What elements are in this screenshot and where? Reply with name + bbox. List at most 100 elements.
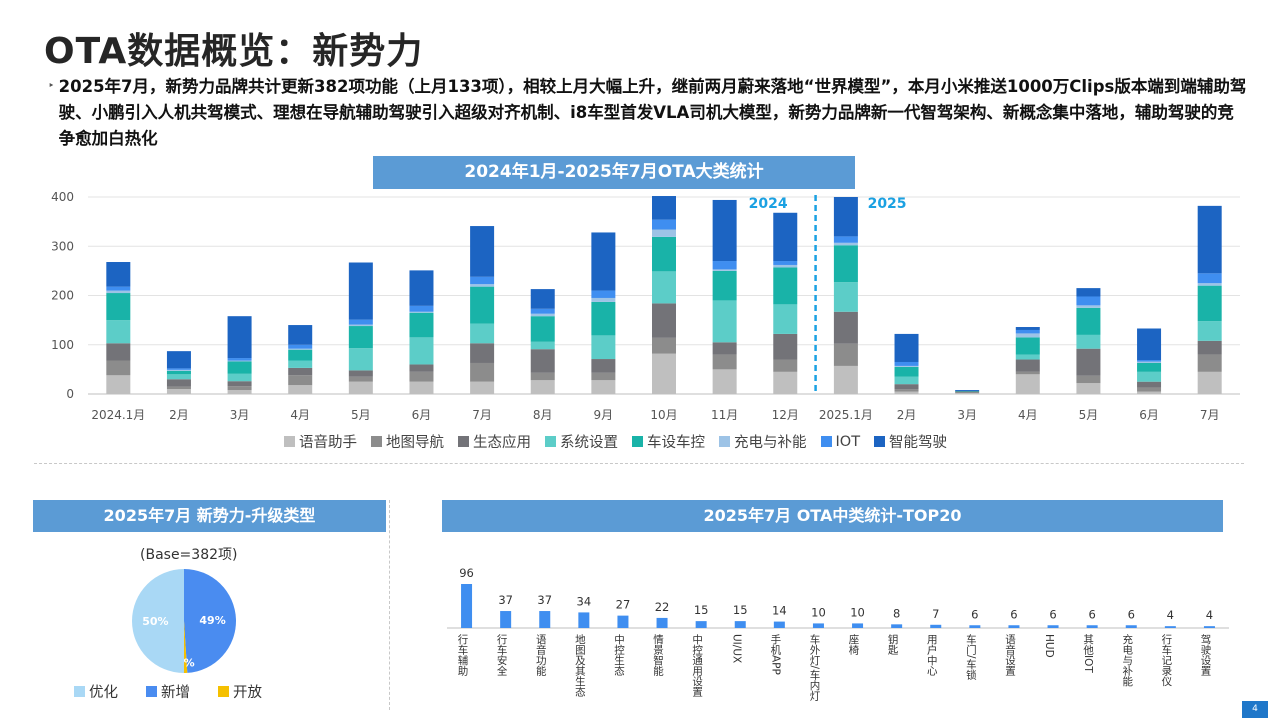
- pie-slice: [132, 569, 184, 673]
- bar-segment: [1015, 333, 1040, 338]
- bar-segment: [106, 286, 131, 291]
- bar-segment: [409, 311, 434, 313]
- legend-label: 充电与补能: [734, 435, 807, 451]
- bar-segment: [409, 337, 434, 365]
- bar-segment: [1137, 328, 1162, 361]
- bar-segment: [1197, 283, 1222, 286]
- bar-segment: [894, 391, 919, 394]
- bar-segment: [712, 269, 737, 271]
- bar: [969, 625, 981, 628]
- pie-slice-label: 50%: [142, 615, 168, 628]
- page-number: 4: [1242, 701, 1268, 718]
- pie-legend-item: 开放: [218, 681, 262, 702]
- legend-label: 系统设置: [560, 435, 618, 451]
- bar-segment: [530, 380, 555, 394]
- x-tick-label: 2025.1月: [819, 408, 873, 422]
- legend-label: 语音助手: [299, 435, 357, 451]
- summary-paragraph: ‣ 2025年7月，新势力品牌共计更新382项功能（上月133项），相较上月大幅…: [48, 74, 1248, 152]
- bar-segment: [894, 366, 919, 377]
- bar-value-label: 6: [971, 607, 978, 621]
- bar-segment: [591, 380, 616, 394]
- x-category-label: 行车记录仪: [1160, 633, 1172, 686]
- x-category-label: 语音功能: [535, 634, 547, 677]
- bar-segment: [166, 389, 191, 394]
- bar-segment: [1076, 348, 1101, 376]
- bar-value-label: 10: [850, 605, 865, 619]
- bar: [1203, 626, 1215, 628]
- bar-segment: [409, 364, 434, 372]
- bar: [695, 621, 707, 628]
- bar-segment: [652, 219, 676, 230]
- bar-segment: [894, 361, 919, 366]
- bar-segment: [166, 351, 191, 369]
- bar-segment: [652, 353, 676, 394]
- bar-segment: [833, 365, 858, 394]
- bar-value-label: 4: [1167, 608, 1174, 622]
- bar-segment: [348, 370, 373, 377]
- x-tick-label: 6月: [412, 408, 432, 422]
- bar-segment: [348, 381, 373, 394]
- bar-segment: [652, 229, 676, 237]
- bar-value-label: 37: [498, 593, 513, 607]
- x-category-label: 情景智能: [652, 633, 664, 677]
- bar-segment: [348, 262, 373, 320]
- bar-segment: [1076, 334, 1101, 349]
- bar-segment: [288, 385, 313, 394]
- bar-segment: [955, 391, 980, 392]
- bar-segment: [955, 393, 980, 394]
- pie-chart-title: 2025年7月 新势力-升级类型: [33, 500, 386, 532]
- bar-segment: [288, 375, 313, 386]
- bar-segment: [288, 367, 313, 376]
- bar-segment: [1137, 391, 1162, 394]
- bar-segment: [652, 337, 676, 354]
- bar: [656, 617, 668, 628]
- bar-segment: [348, 376, 373, 382]
- x-tick-label: 3月: [230, 408, 250, 422]
- horizontal-divider: [34, 463, 1244, 464]
- bar-segment: [288, 344, 313, 349]
- bar-value-label: 15: [694, 603, 709, 617]
- pie-legend-item: 新增: [146, 681, 190, 702]
- bar-value-label: 22: [655, 600, 670, 614]
- bar-segment: [591, 232, 616, 291]
- bar-segment: [894, 365, 919, 367]
- bar-segment: [773, 371, 798, 394]
- legend-swatch: [284, 436, 295, 447]
- bar-segment: [470, 362, 495, 382]
- x-tick-label: 10月: [650, 408, 677, 422]
- main-chart-title: 2024年1月-2025年7月OTA大类统计: [373, 156, 855, 189]
- bar-segment: [591, 290, 616, 298]
- bar-segment: [1015, 327, 1040, 330]
- bar-segment: [470, 284, 495, 287]
- bar-value-label: 6: [1049, 607, 1056, 621]
- year-label-2024: 2024: [749, 196, 788, 212]
- bar-segment: [773, 304, 798, 334]
- bar-value-label: 10: [811, 605, 826, 619]
- bar-segment: [530, 289, 555, 309]
- bar: [734, 621, 746, 628]
- bar-segment: [227, 390, 252, 394]
- bar-segment: [833, 242, 858, 246]
- bar-value-label: 34: [577, 594, 592, 608]
- bar-segment: [470, 343, 495, 363]
- bar-segment: [288, 360, 313, 368]
- main-chart-legend: 语音助手 地图导航 生态应用 系统设置 车设车控 充电与补能 IOT 智能驾驶: [284, 431, 947, 452]
- x-tick-label: 9月: [594, 408, 614, 422]
- bar-segment: [409, 371, 434, 382]
- bar: [1086, 625, 1098, 628]
- bar-segment: [106, 290, 131, 294]
- bar-segment: [1137, 387, 1162, 392]
- bar-segment: [652, 236, 676, 272]
- bar: [773, 621, 785, 628]
- bar-segment: [773, 261, 798, 265]
- bar-segment: [166, 370, 191, 375]
- bar: [461, 584, 473, 628]
- bar-segment: [712, 261, 737, 270]
- legend-swatch: [545, 436, 556, 447]
- legend-item: 智能驾驶: [874, 431, 947, 452]
- top20-chart-title: 2025年7月 OTA中类统计-TOP20: [442, 500, 1223, 532]
- bar: [891, 624, 903, 628]
- legend-swatch: [74, 686, 85, 697]
- x-category-label: 中控通用设置: [691, 633, 703, 697]
- legend-swatch: [632, 436, 643, 447]
